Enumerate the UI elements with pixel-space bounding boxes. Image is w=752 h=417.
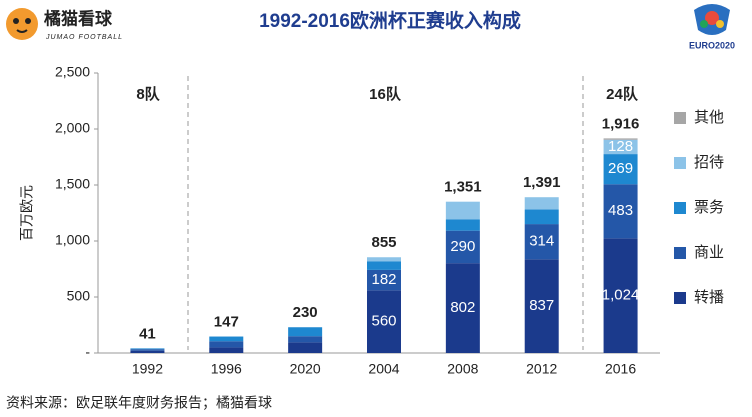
bar-segment bbox=[209, 341, 244, 348]
segment-label: 182 bbox=[371, 271, 396, 288]
total-label: 1,916 bbox=[602, 115, 640, 132]
bar-segment bbox=[130, 348, 165, 350]
total-label: 1,351 bbox=[444, 179, 482, 196]
bar-segment bbox=[367, 257, 401, 262]
bar-segment bbox=[209, 336, 244, 342]
bar-segment bbox=[603, 184, 638, 239]
group-label: 8队 bbox=[136, 85, 160, 103]
legend-swatch bbox=[674, 292, 686, 304]
bar-segment bbox=[445, 263, 480, 353]
y-tick-label: - bbox=[85, 344, 90, 360]
legend-swatch bbox=[674, 247, 686, 259]
bar-segment bbox=[524, 209, 559, 225]
total-label: 1,391 bbox=[523, 174, 561, 191]
bar-segment bbox=[524, 197, 559, 210]
euro-dot bbox=[705, 11, 719, 25]
bar-segment bbox=[603, 138, 638, 140]
bar-segment bbox=[288, 342, 323, 353]
bar-segment bbox=[445, 201, 480, 220]
bar-segment bbox=[524, 259, 559, 353]
y-tick-label: 1,000 bbox=[55, 232, 90, 248]
euro-logo: EURO2020 bbox=[689, 4, 735, 50]
segment-label: 837 bbox=[529, 297, 554, 314]
x-tick-label: 2016 bbox=[605, 361, 636, 377]
logo-eye bbox=[25, 18, 31, 24]
source: 资料来源：欧足联年度财务报告；橘猫看球 bbox=[6, 395, 272, 412]
brand-logo: 橘猫看球 JUMAO FOOTBALL bbox=[6, 8, 123, 41]
logo-mouth bbox=[16, 29, 28, 33]
segment-label: 802 bbox=[450, 299, 475, 316]
legend-swatch bbox=[674, 202, 686, 214]
y-tick-label: 2,000 bbox=[55, 120, 90, 136]
segment-label: 314 bbox=[529, 233, 554, 250]
bar-segment bbox=[130, 349, 165, 351]
segment-label: 1,024 bbox=[602, 287, 640, 304]
legend-label: 招待 bbox=[694, 154, 724, 171]
legend-swatch bbox=[674, 157, 686, 169]
x-tick-label: 2004 bbox=[368, 361, 399, 377]
bar-segment bbox=[367, 269, 401, 291]
x-tick-label: 2012 bbox=[526, 361, 557, 377]
x-tick-label: 2020 bbox=[290, 361, 321, 377]
x-tick-label: 1996 bbox=[211, 361, 242, 377]
y-axis-label: 百万欧元 bbox=[19, 185, 35, 241]
segment-label: 560 bbox=[371, 313, 396, 330]
euro-dot bbox=[716, 20, 724, 28]
total-label: 147 bbox=[214, 314, 239, 331]
group-label: 24队 bbox=[606, 85, 639, 103]
bar-segment bbox=[367, 290, 401, 353]
group-label: 16队 bbox=[369, 85, 402, 103]
bar-segment bbox=[367, 261, 401, 270]
segment-label: 128 bbox=[608, 138, 633, 155]
total-label: 41 bbox=[139, 325, 156, 342]
total-label: 230 bbox=[293, 304, 318, 321]
euro-dot bbox=[700, 20, 708, 28]
bar-segment bbox=[603, 238, 638, 353]
chart-title: 1992-2016欧洲杯正赛收入构成 bbox=[259, 9, 521, 32]
segment-label: 269 bbox=[608, 160, 633, 177]
bar-segment bbox=[603, 154, 638, 185]
legend-label: 票务 bbox=[694, 199, 724, 216]
legend-swatch bbox=[674, 112, 686, 124]
brand: 橘猫看球 bbox=[43, 8, 113, 28]
bar-segment bbox=[288, 327, 323, 337]
segment-label: 290 bbox=[450, 238, 475, 255]
bar-segment bbox=[288, 336, 323, 343]
legend-label: 商业 bbox=[694, 244, 724, 261]
total-label: 855 bbox=[371, 234, 396, 251]
y-tick-label: 500 bbox=[67, 288, 91, 304]
bar-segment bbox=[130, 350, 165, 353]
bar-segment bbox=[445, 219, 480, 231]
x-tick-label: 1992 bbox=[132, 361, 163, 377]
bar-segment bbox=[445, 230, 480, 264]
y-tick-label: 2,500 bbox=[55, 64, 90, 80]
logo-icon bbox=[6, 8, 38, 40]
logo-eye bbox=[13, 18, 19, 24]
x-tick-label: 2008 bbox=[447, 361, 478, 377]
y-tick-label: 1,500 bbox=[55, 176, 90, 192]
bar-segment bbox=[603, 139, 638, 155]
bar-segment bbox=[209, 347, 244, 353]
legend-label: 转播 bbox=[694, 289, 724, 306]
segment-label: 483 bbox=[608, 202, 633, 219]
brand-sub: JUMAO FOOTBALL bbox=[45, 34, 123, 41]
euro-logo-text: EURO2020 bbox=[689, 40, 735, 50]
bar-segment bbox=[524, 224, 559, 260]
legend-label: 其他 bbox=[694, 109, 724, 126]
